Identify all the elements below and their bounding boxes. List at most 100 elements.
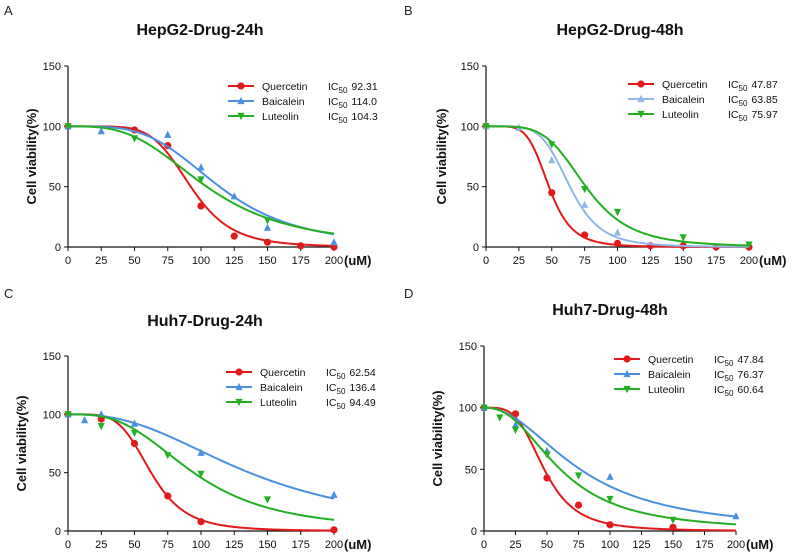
y-axis-label: Cell viability(%) <box>430 390 445 486</box>
x-tick-label: 200 <box>740 255 758 267</box>
x-tick-label: 150 <box>258 539 276 551</box>
series-quercetin <box>64 122 338 251</box>
data-point <box>548 189 556 197</box>
data-point <box>197 470 205 478</box>
series-luteolin <box>482 123 753 249</box>
data-point <box>581 185 589 194</box>
x-tick-label: 0 <box>65 255 71 267</box>
legend-ic50: IC50 114.0 <box>328 96 377 110</box>
chart-panel-a: A HepG2-Drug-24h 0 50 100 150 0 25 50 75 100 125 150… <box>4 3 378 268</box>
x-tick-label: 150 <box>664 539 682 551</box>
legend-label: Luteolin <box>260 397 297 409</box>
data-point <box>230 232 238 240</box>
series-baicalein <box>482 122 749 248</box>
legend-label: Luteolin <box>648 384 685 396</box>
data-point <box>581 231 589 239</box>
chart-panel-d: D Huh7-Drug-48h 0 50 100 150 0 25 50 75 100 125 150 1… <box>404 286 773 552</box>
data-point <box>732 512 740 520</box>
legend-label: Baicalein <box>262 96 305 108</box>
data-point <box>197 448 205 456</box>
legend-ic50: IC50 136.4 <box>326 382 376 396</box>
data-point <box>574 472 583 480</box>
x-tick-label: 125 <box>225 255 243 267</box>
x-tick-label: 125 <box>632 539 650 551</box>
legend-label: Baicalein <box>260 382 303 394</box>
data-point <box>679 234 687 242</box>
data-point <box>548 141 556 149</box>
data-point <box>330 238 338 246</box>
x-tick-label: 75 <box>572 539 584 551</box>
y-tick-label: 50 <box>49 468 61 480</box>
data-point <box>297 242 305 250</box>
legend-marker <box>623 369 631 378</box>
data-point <box>130 429 139 438</box>
legend-ic50: IC50 62.54 <box>326 367 376 381</box>
data-point <box>130 135 139 143</box>
data-point <box>97 422 105 431</box>
data-point <box>480 404 488 412</box>
data-point <box>496 414 504 422</box>
x-tick-label: 150 <box>258 255 276 267</box>
data-point <box>613 239 622 247</box>
data-point <box>745 241 753 249</box>
panel-letter: B <box>404 3 413 18</box>
data-point <box>130 419 139 427</box>
chart-title: Huh7-Drug-48h <box>552 302 668 319</box>
chart-panel-b: B HepG2-Drug-48h 0 50 100 150 0 25 50 75 100 125 150… <box>404 3 786 268</box>
y-tick-label: 0 <box>55 242 61 254</box>
x-tick-label: 175 <box>695 539 713 551</box>
legend-ic50: IC50 47.84 <box>714 354 764 368</box>
data-point <box>64 123 72 131</box>
x-tick-label: 200 <box>325 255 343 267</box>
legend-label: Quercetin <box>262 81 308 93</box>
y-axis-label: Cell viability(%) <box>434 108 449 204</box>
chart-title: HepG2-Drug-48h <box>556 22 683 39</box>
x-tick-label: 25 <box>95 539 107 551</box>
series-luteolin <box>64 123 335 235</box>
y-axis-label: Cell viability(%) <box>24 108 39 204</box>
x-tick-label: 125 <box>641 255 659 267</box>
data-point <box>330 526 338 534</box>
data-point <box>197 163 205 171</box>
data-point <box>543 474 551 482</box>
y-tick-label: 150 <box>461 61 479 73</box>
fit-curve <box>68 125 335 236</box>
x-tick-label: 100 <box>192 539 210 551</box>
data-point <box>581 200 589 208</box>
x-tick-label: 50 <box>541 539 553 551</box>
fit-curve <box>68 413 335 500</box>
y-tick-label: 150 <box>43 61 61 73</box>
data-point <box>263 223 272 231</box>
legend-label: Luteolin <box>262 111 299 123</box>
data-point <box>197 176 205 184</box>
legend-ic50: IC50 104.3 <box>328 111 378 125</box>
x-tick-label: 100 <box>608 255 626 267</box>
x-tick-label: 25 <box>513 255 525 267</box>
y-tick-label: 50 <box>49 182 61 194</box>
legend-ic50: IC50 75.97 <box>728 109 778 123</box>
y-tick-label: 0 <box>471 526 477 538</box>
x-tick-label: 75 <box>162 539 174 551</box>
data-point <box>164 452 172 460</box>
data-point <box>263 238 272 246</box>
x-tick-label: 50 <box>128 539 140 551</box>
data-point <box>197 518 205 526</box>
chart-panel-c: C Huh7-Drug-24h 0 50 100 150 0 25 50 75 100 125 150 1… <box>4 286 376 552</box>
legend-ic50: IC50 76.37 <box>714 369 764 383</box>
legend-marker <box>237 96 245 105</box>
fit-curve <box>486 125 750 247</box>
series-baicalein <box>64 122 338 246</box>
x-tick-label: 75 <box>162 255 174 267</box>
legend-marker <box>237 112 245 121</box>
y-tick-label: 0 <box>473 242 479 254</box>
legend-label: Luteolin <box>662 109 699 121</box>
y-tick-label: 150 <box>459 341 477 353</box>
legend-label: Baicalein <box>662 94 705 106</box>
data-point <box>543 451 551 459</box>
data-point <box>613 208 622 217</box>
data-point <box>606 521 614 529</box>
legend-label: Quercetin <box>662 79 708 91</box>
legend-label: Baicalein <box>648 369 691 381</box>
legend-marker <box>637 94 645 103</box>
